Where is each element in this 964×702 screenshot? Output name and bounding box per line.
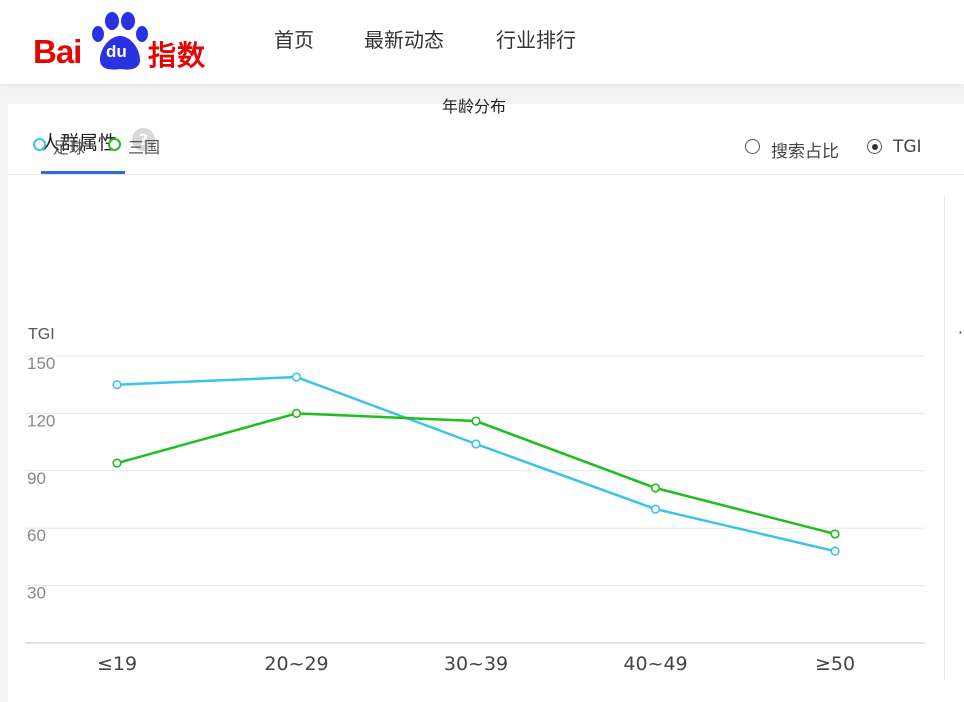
section-divider [944, 196, 945, 680]
tab-crowd-attributes[interactable]: 人群属性 [41, 132, 118, 154]
radio-dot-selected [871, 143, 878, 150]
y-tick-label: 120 [27, 411, 55, 430]
data-point-football [650, 504, 661, 514]
y-tick-label: 30 [27, 584, 46, 603]
data-point-football [291, 372, 302, 382]
logo-text-du: du [106, 42, 127, 61]
data-point-three-kingdoms [471, 416, 481, 426]
y-tick-label: 150 [27, 354, 55, 373]
logo-text-bai: Bai [33, 33, 82, 70]
active-tab-underline [41, 171, 125, 174]
chart-title: 年龄分布 [442, 97, 507, 116]
data-point-football [830, 546, 840, 556]
clipped-right-text: · [958, 324, 963, 342]
baidu-index-logo[interactable]: Bai du 指数 [33, 10, 213, 72]
nav-item-home[interactable]: 首页 [274, 28, 314, 52]
data-point-football [471, 439, 481, 449]
x-tick-label: ≥50 [815, 653, 855, 675]
y-tick-label: 60 [27, 526, 46, 545]
tab-divider [8, 174, 964, 175]
x-tick-label: 20~29 [264, 653, 328, 675]
y-axis-label: TGI [28, 326, 55, 343]
radio-label-tgi: TGI [893, 137, 922, 157]
help-icon[interactable]: ? [132, 128, 155, 151]
legend-label-football: 足球 [53, 138, 86, 157]
x-tick-label: 30~39 [444, 653, 508, 675]
data-point-three-kingdoms [112, 458, 122, 468]
logo-text-zhishu: 指数 [148, 39, 207, 72]
data-point-three-kingdoms [291, 408, 302, 419]
paw-icon [92, 12, 148, 70]
legend-marker-football [33, 138, 46, 151]
legend-marker-three-kingdoms [108, 138, 121, 151]
radio-circle-search-share [745, 139, 760, 154]
top-bar: Bai du 指数 首页 最新动态 行业排行 [0, 0, 964, 84]
y-tick-label: 90 [27, 469, 46, 488]
x-tick-label: ≤19 [97, 653, 137, 675]
data-point-three-kingdoms [650, 483, 661, 493]
radio-circle-tgi [867, 139, 882, 154]
data-point-three-kingdoms [830, 529, 840, 539]
legend-label-three-kingdoms: 三国 [128, 138, 161, 157]
x-tick-label: 40~49 [623, 653, 687, 675]
radio-label-search-share: 搜索占比 [771, 142, 839, 162]
series-line-football [116, 375, 836, 553]
data-point-football [112, 380, 122, 390]
crowd-attributes-panel: 人群属性 ? · [8, 104, 964, 702]
series-line-three-kingdoms [116, 412, 836, 536]
nav-item-industry-ranking[interactable]: 行业排行 [496, 28, 576, 52]
nav-item-latest-news[interactable]: 最新动态 [364, 28, 444, 52]
